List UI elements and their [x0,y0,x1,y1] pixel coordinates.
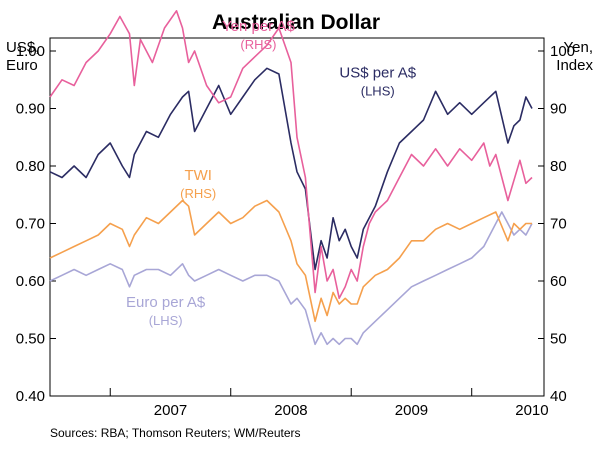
x-tick-label: 2009 [395,402,428,419]
y-tick-label-right: 80 [550,158,567,175]
y-ticks: 1.00 100 0.90 90 0.80 80 0.70 70 0.60 60 0.50 50 0.4… [16,43,575,405]
left-axis-label-line2: Euro [6,57,38,74]
left-axis-label-line1: US$, [6,39,39,56]
series-sublabel: (RHS) [180,186,216,201]
series-sublabel: (RHS) [240,37,276,52]
right-axis-label-line2: Index [556,57,593,74]
series-lines [49,10,533,346]
y-tick-label-right: 60 [550,273,567,290]
series-label-yen-per-a-: Yen per A$ [222,18,296,35]
right-axis-label-line1: Yen, [564,39,593,56]
x-tick-label: 2010 [515,402,548,419]
series-line-twi [49,199,532,323]
plot-frame [49,37,545,397]
y-tick-label-left: 0.80 [16,158,45,175]
y-tick-label-left: 0.40 [16,388,45,405]
y-tick-label-right: 40 [550,388,567,405]
x-tick-label: 2007 [154,402,187,419]
y-tick-label-right: 100 [550,43,575,60]
series-sublabel: (LHS) [149,313,183,328]
x-axis: 2007 2008 2009 2010 [109,388,549,419]
y-tick-label-left: 0.70 [16,216,45,233]
y-tick-label-left: 1.00 [16,43,45,60]
series-label-euro-per-a-: Euro per A$ [126,294,206,311]
series-line-euro-per-a- [49,211,533,346]
y-tick-label-left: 0.50 [16,331,45,348]
y-tick-label-left: 0.90 [16,101,45,118]
series-line-yen-per-a- [49,10,533,300]
series-label-us-per-a-: US$ per A$ [339,64,416,81]
y-tick-label-right: 70 [550,216,567,233]
x-tick-label: 2008 [274,402,307,419]
y-tick-label-left: 0.60 [16,273,45,290]
chart-title: Australian Dollar [212,11,380,34]
y-tick-label-right: 50 [550,331,567,348]
series-labels: Yen per A$ (RHS) US$ per A$ (LHS) TWI (RHS) Eu… [126,18,417,328]
series-sublabel: (LHS) [361,83,395,98]
source-note: Sources: RBA; Thomson Reuters; WM/Reuter… [50,426,301,440]
y-tick-label-right: 90 [550,101,567,118]
series-label-twi: TWI [184,167,212,184]
